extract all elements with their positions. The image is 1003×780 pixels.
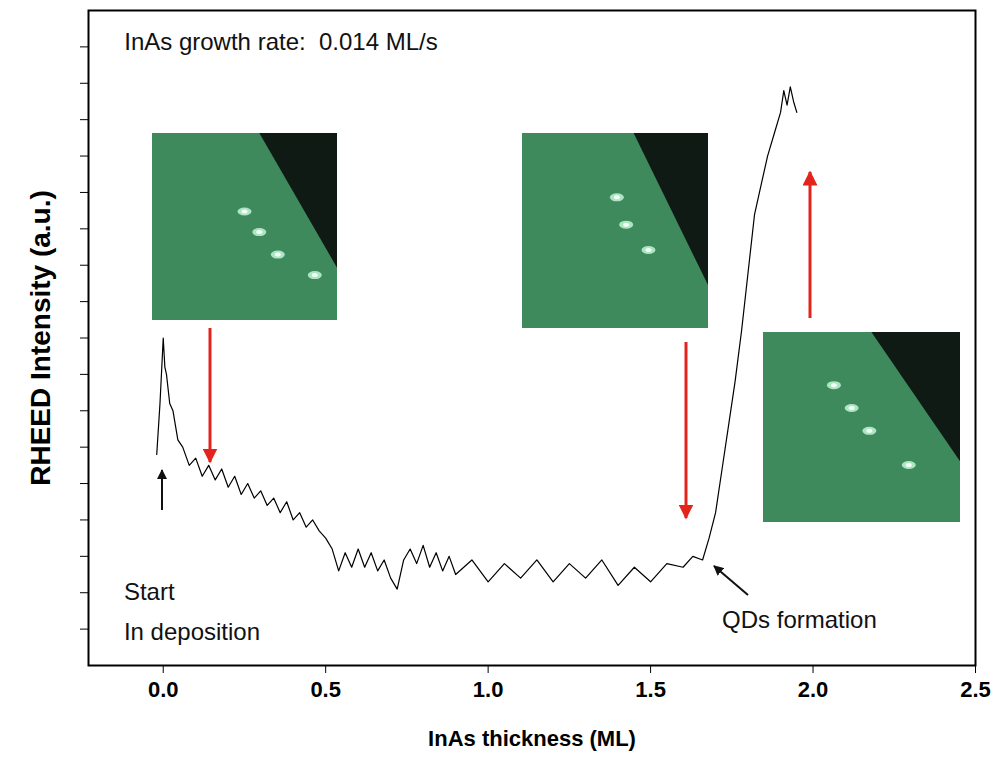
svg-text:0.0: 0.0 — [148, 677, 179, 702]
svg-text:2.5: 2.5 — [960, 677, 991, 702]
svg-text:In deposition: In deposition — [124, 618, 260, 645]
svg-text:InAs growth rate: 0.014 ML/s: InAs growth rate: 0.014 ML/s — [124, 28, 438, 55]
svg-text:Start: Start — [124, 578, 175, 605]
svg-text:QDs formation: QDs formation — [722, 606, 877, 633]
svg-text:RHEED Intensity (a.u.): RHEED Intensity (a.u.) — [25, 190, 56, 486]
svg-text:InAs thickness (ML): InAs thickness (ML) — [428, 726, 636, 751]
svg-text:1.0: 1.0 — [473, 677, 504, 702]
svg-text:2.0: 2.0 — [798, 677, 829, 702]
svg-text:1.5: 1.5 — [635, 677, 666, 702]
svg-text:0.5: 0.5 — [310, 677, 341, 702]
